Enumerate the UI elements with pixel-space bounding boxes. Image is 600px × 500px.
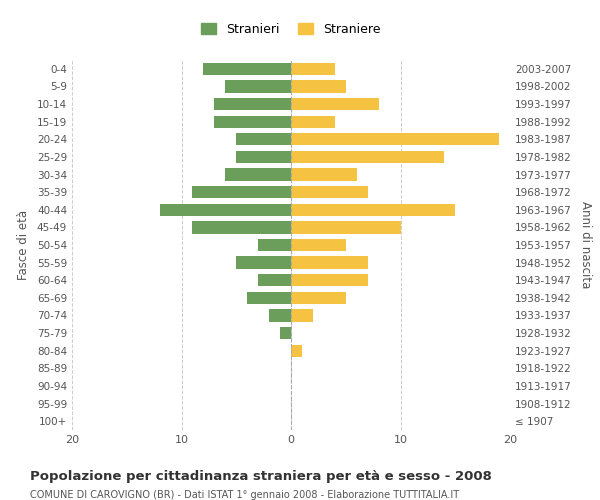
Bar bbox=[226, 80, 291, 92]
Bar bbox=[291, 80, 346, 92]
Bar bbox=[291, 310, 313, 322]
Bar bbox=[226, 168, 291, 180]
Bar bbox=[269, 310, 291, 322]
Bar bbox=[247, 292, 291, 304]
Bar bbox=[160, 204, 291, 216]
Bar bbox=[291, 133, 499, 145]
Bar bbox=[291, 204, 455, 216]
Bar bbox=[258, 239, 291, 251]
Y-axis label: Fasce di età: Fasce di età bbox=[17, 210, 30, 280]
Bar bbox=[236, 150, 291, 163]
Bar bbox=[291, 221, 401, 234]
Bar bbox=[280, 327, 291, 340]
Bar bbox=[214, 98, 291, 110]
Bar bbox=[193, 221, 291, 234]
Bar bbox=[291, 150, 444, 163]
Legend: Stranieri, Straniere: Stranieri, Straniere bbox=[196, 18, 386, 41]
Bar bbox=[291, 292, 346, 304]
Bar bbox=[291, 186, 368, 198]
Bar bbox=[291, 116, 335, 128]
Bar bbox=[291, 344, 302, 357]
Bar bbox=[236, 256, 291, 269]
Bar bbox=[214, 116, 291, 128]
Bar bbox=[291, 274, 368, 286]
Y-axis label: Anni di nascita: Anni di nascita bbox=[578, 202, 592, 288]
Text: Popolazione per cittadinanza straniera per età e sesso - 2008: Popolazione per cittadinanza straniera p… bbox=[30, 470, 492, 483]
Bar bbox=[291, 239, 346, 251]
Bar bbox=[258, 274, 291, 286]
Bar bbox=[291, 98, 379, 110]
Text: COMUNE DI CAROVIGNO (BR) - Dati ISTAT 1° gennaio 2008 - Elaborazione TUTTITALIA.: COMUNE DI CAROVIGNO (BR) - Dati ISTAT 1°… bbox=[30, 490, 459, 500]
Bar bbox=[291, 168, 356, 180]
Bar bbox=[236, 133, 291, 145]
Bar bbox=[193, 186, 291, 198]
Bar bbox=[203, 62, 291, 75]
Bar bbox=[291, 256, 368, 269]
Bar bbox=[291, 62, 335, 75]
